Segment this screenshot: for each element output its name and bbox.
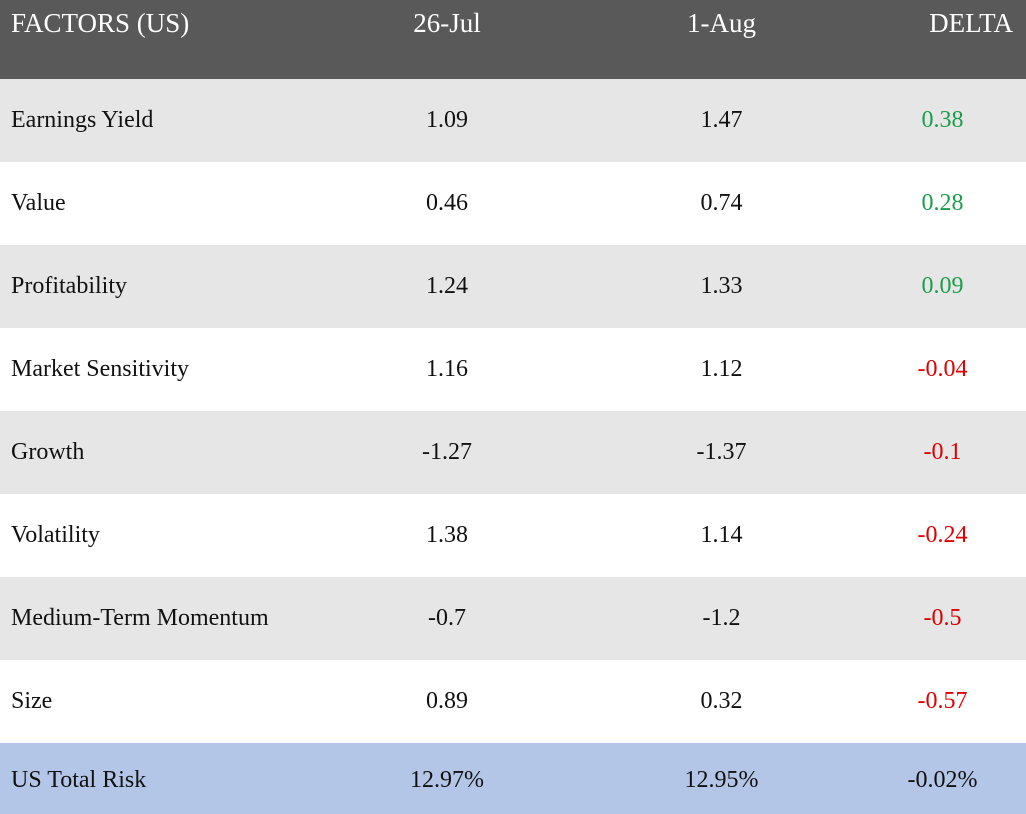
table-row: Market Sensitivity 1.16 1.12 -0.04	[0, 328, 1026, 411]
delta-value-cell: -0.24	[917, 522, 968, 548]
delta-value-cell: 0.09	[921, 273, 964, 299]
aug-value-cell: 0.32	[700, 688, 743, 714]
total-aug-value-cell: 12.95%	[684, 766, 759, 793]
factor-name-cell: Size	[11, 688, 53, 714]
factor-name-cell: Medium-Term Momentum	[11, 605, 269, 631]
column-header-factors: FACTORS (US)	[11, 8, 190, 38]
column-header-1-aug: 1-Aug	[687, 8, 756, 38]
aug-value-cell: -1.37	[696, 439, 747, 465]
jul-value-cell: 1.38	[426, 522, 468, 548]
jul-value-cell: 0.46	[426, 190, 468, 216]
jul-value-cell: 1.16	[426, 356, 468, 382]
factor-name-cell: Profitability	[11, 273, 127, 299]
aug-value-cell: -1.2	[702, 605, 741, 631]
table-row: Value 0.46 0.74 0.28	[0, 162, 1026, 245]
table-row: Profitability 1.24 1.33 0.09	[0, 245, 1026, 328]
aug-value-cell: 1.33	[700, 273, 743, 299]
aug-value-cell: 1.12	[700, 356, 743, 382]
total-row: US Total Risk 12.97% 12.95% -0.02%	[0, 743, 1026, 814]
table-row: Size 0.89 0.32 -0.57	[0, 660, 1026, 743]
total-label-cell: US Total Risk	[11, 766, 147, 793]
table-body: Earnings Yield 1.09 1.47 0.38 Value 0.46…	[0, 79, 1026, 743]
delta-value-cell: 0.38	[921, 107, 964, 133]
aug-value-cell: 1.47	[700, 107, 743, 133]
table-row: Growth -1.27 -1.37 -0.1	[0, 411, 1026, 494]
factor-name-cell: Growth	[11, 439, 85, 465]
aug-value-cell: 0.74	[700, 190, 743, 216]
aug-value-cell: 1.14	[700, 522, 743, 548]
factor-name-cell: Earnings Yield	[11, 107, 154, 133]
table-row: Earnings Yield 1.09 1.47 0.38	[0, 79, 1026, 162]
jul-value-cell: -1.27	[422, 439, 472, 465]
table-row: Medium-Term Momentum -0.7 -1.2 -0.5	[0, 577, 1026, 660]
delta-value-cell: -0.57	[917, 688, 968, 714]
delta-value-cell: -0.5	[923, 605, 962, 631]
column-header-delta: DELTA	[929, 8, 1013, 38]
factor-name-cell: Market Sensitivity	[11, 356, 189, 382]
jul-value-cell: 1.09	[426, 107, 468, 133]
jul-value-cell: 0.89	[426, 688, 468, 714]
delta-value-cell: -0.04	[917, 356, 968, 382]
delta-value-cell: -0.1	[923, 439, 962, 465]
jul-value-cell: 1.24	[426, 273, 468, 299]
factor-name-cell: Value	[11, 190, 66, 216]
jul-value-cell: -0.7	[428, 605, 466, 631]
total-jul-value-cell: 12.97%	[410, 766, 484, 793]
delta-value-cell: 0.28	[921, 190, 964, 216]
table-row: Volatility 1.38 1.14 -0.24	[0, 494, 1026, 577]
table-header-row: FACTORS (US) 26-Jul 1-Aug DELTA	[0, 0, 1026, 79]
total-delta-value-cell: -0.02%	[907, 766, 978, 793]
factor-name-cell: Volatility	[11, 522, 100, 548]
column-header-26-jul: 26-Jul	[413, 8, 481, 38]
